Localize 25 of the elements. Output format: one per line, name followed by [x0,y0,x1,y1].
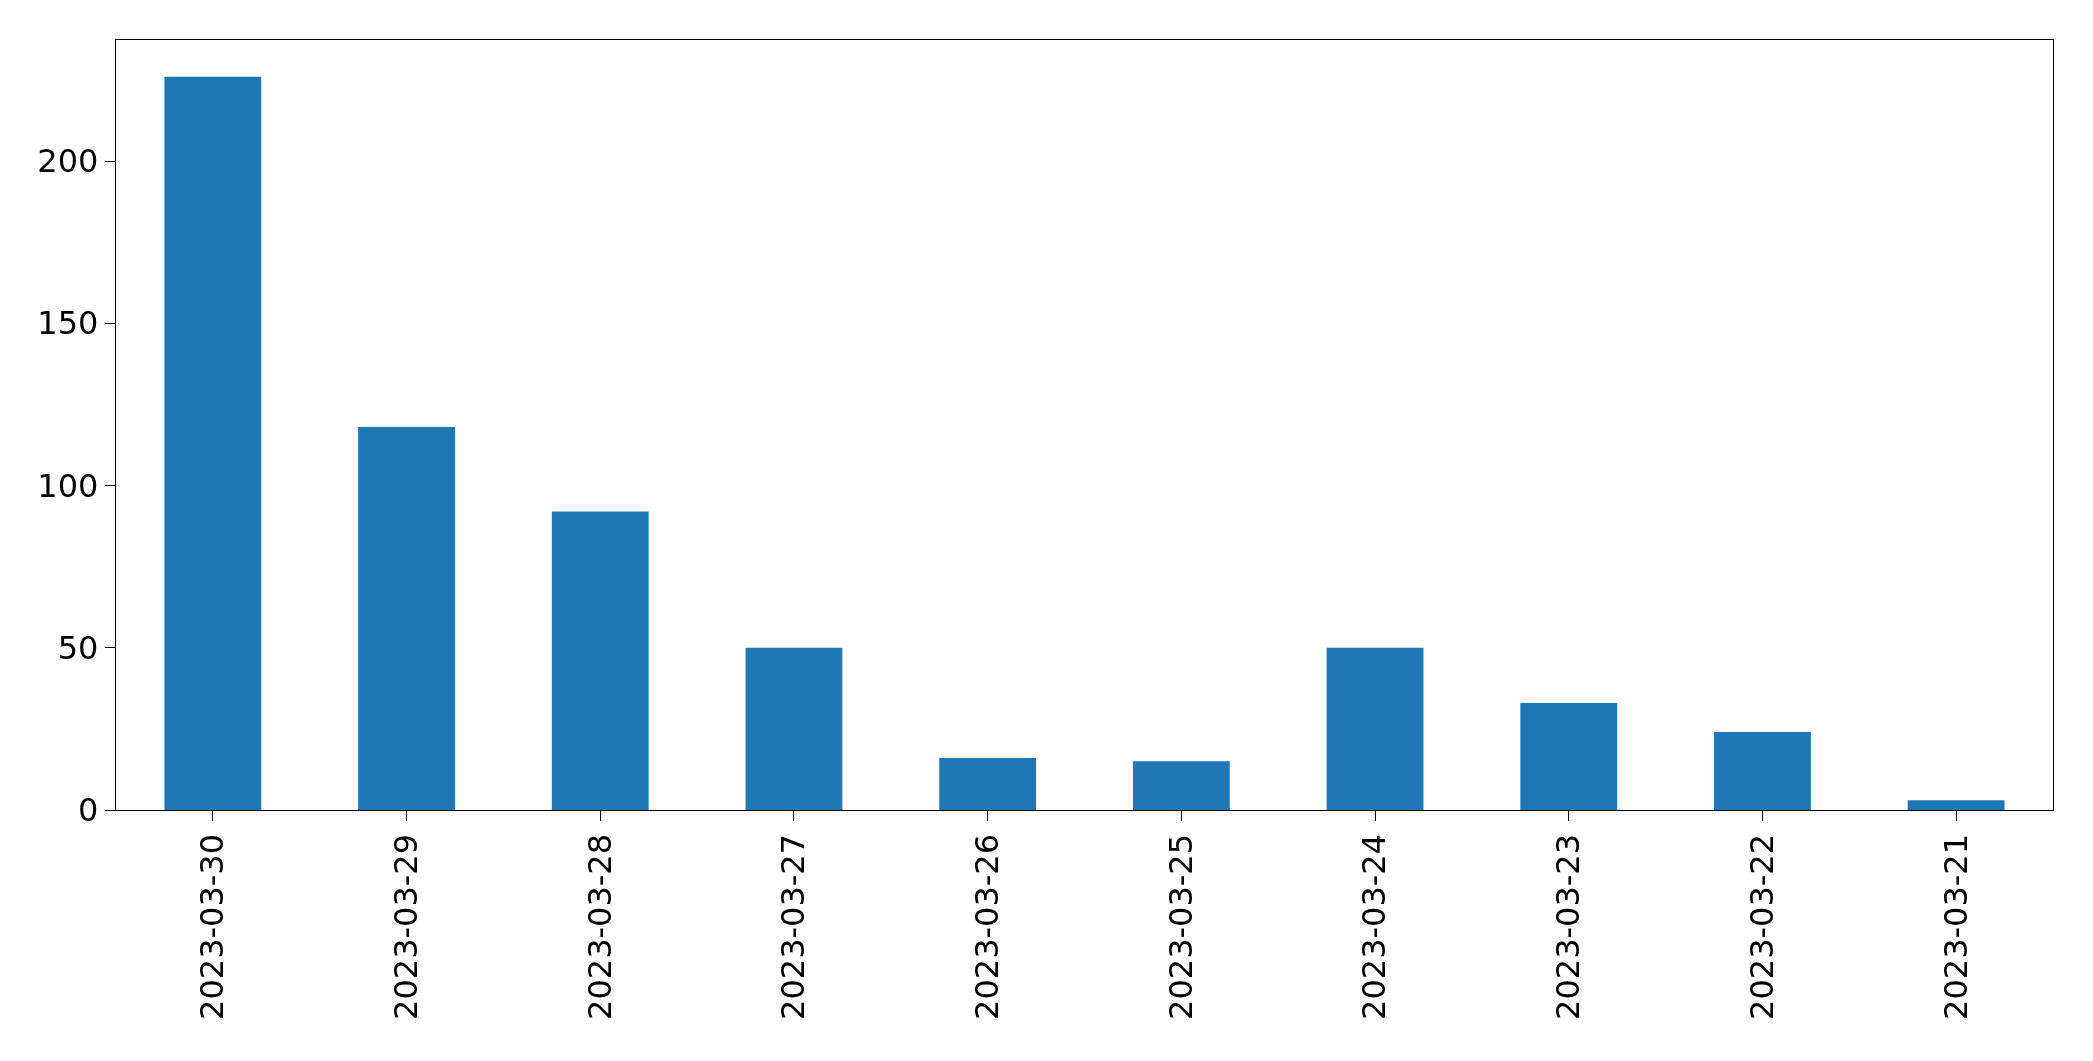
bar [1520,702,1618,810]
bar [745,647,843,810]
x-tick-label: 2023-03-21 [1936,833,1975,1020]
bar [551,511,649,810]
x-tick-label: 2023-03-29 [386,833,425,1020]
y-tick-label: 50 [57,628,99,667]
y-tick-label: 150 [37,304,99,343]
y-tick-label: 100 [37,466,99,505]
bar [939,758,1037,810]
y-tick-label: 0 [78,791,99,830]
x-tick-label: 2023-03-22 [1742,833,1781,1020]
bar [1907,800,2005,810]
bar [164,76,262,810]
bar [358,427,455,810]
y-tick-label: 200 [37,142,99,181]
x-tick-label: 2023-03-27 [774,833,813,1020]
x-tick-label: 2023-03-30 [193,833,232,1020]
x-tick-label: 2023-03-24 [1355,833,1394,1020]
x-tick-label: 2023-03-28 [580,833,619,1020]
bar [1326,647,1424,810]
bar [1714,732,1811,810]
x-tick-label: 2023-03-25 [1161,833,1200,1020]
bar [1132,761,1230,810]
x-tick-label: 2023-03-23 [1549,833,1588,1020]
x-tick-label: 2023-03-26 [968,833,1007,1020]
